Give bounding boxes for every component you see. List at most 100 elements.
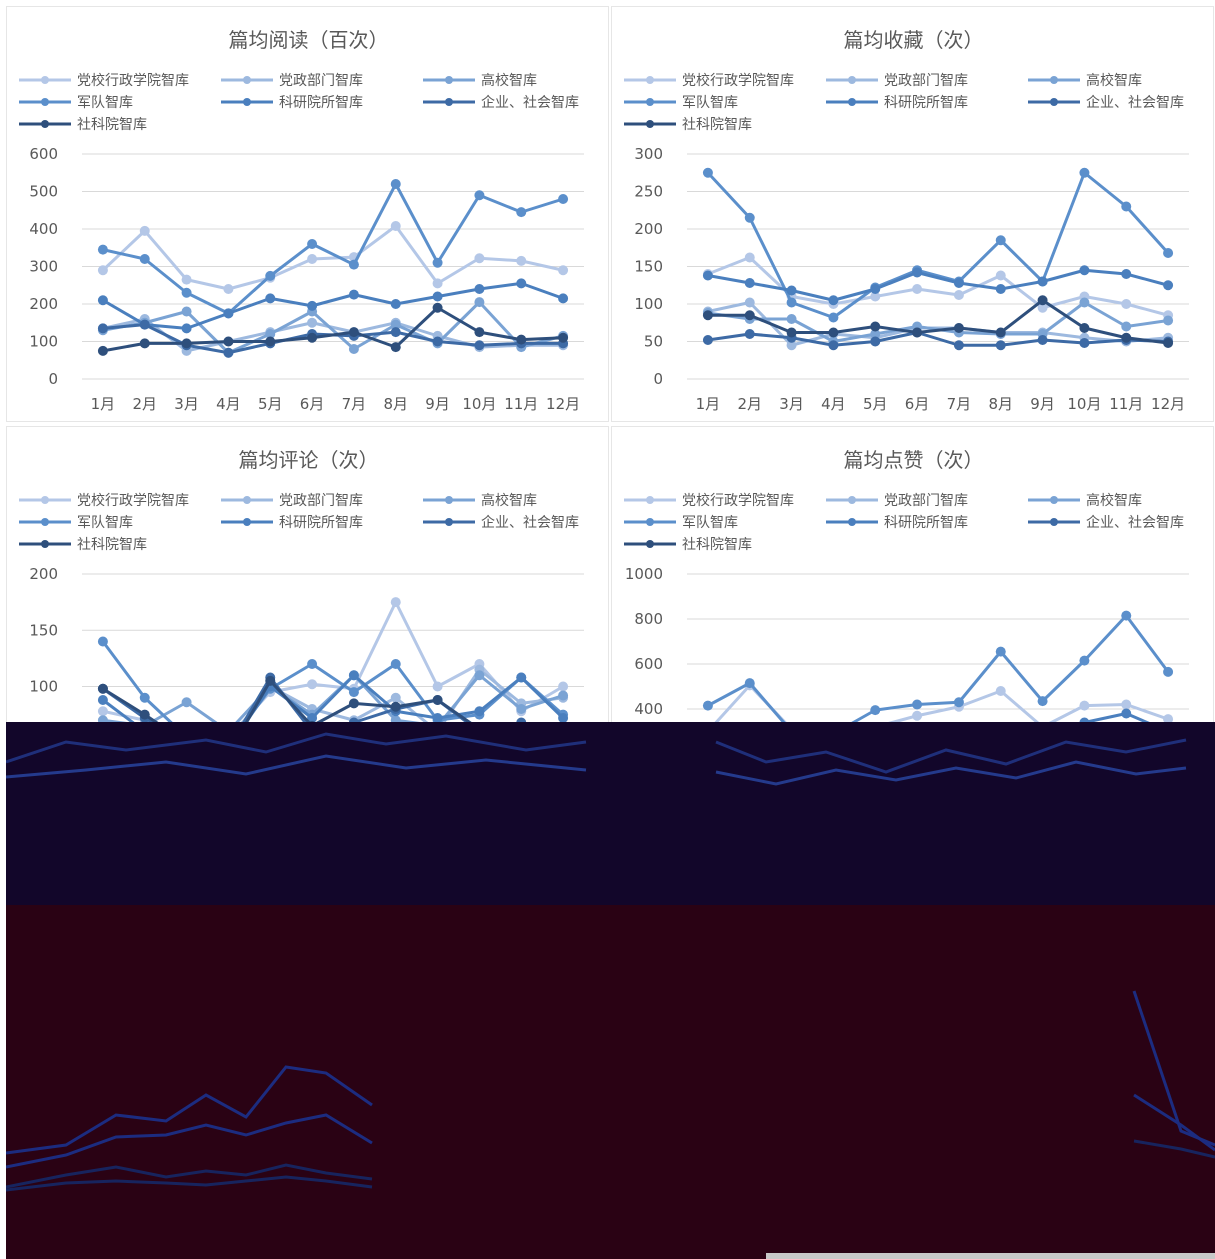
legend-label: 军队智库 — [682, 95, 738, 111]
series-line — [706, 171, 1170, 319]
legend-label: 社科院智库 — [77, 537, 147, 553]
series-line — [102, 306, 564, 353]
legend-label: 科研院所智库 — [884, 515, 968, 531]
data-point — [995, 686, 1006, 696]
data-point — [1121, 321, 1132, 332]
legend-marker — [848, 98, 856, 106]
data-point — [558, 713, 569, 723]
data-point — [1163, 280, 1174, 291]
legend-label: 社科院智库 — [682, 537, 752, 553]
data-point — [1121, 299, 1132, 309]
legend-marker — [646, 540, 654, 548]
data-point — [390, 597, 401, 608]
legend-marker — [1050, 76, 1058, 84]
legend-marker — [1050, 98, 1058, 106]
legend-marker — [41, 540, 49, 548]
data-point — [1163, 248, 1174, 258]
data-point — [223, 308, 234, 319]
data-point — [786, 297, 797, 308]
data-point — [828, 295, 839, 306]
data-point — [870, 705, 881, 716]
legend-marker — [1050, 496, 1058, 504]
data-point — [97, 706, 108, 717]
data-point — [870, 291, 881, 302]
data-point — [558, 690, 569, 701]
data-point — [786, 285, 797, 296]
data-point — [307, 254, 318, 264]
y-tick-label: 200 — [29, 295, 58, 313]
data-point — [307, 239, 318, 249]
data-point — [516, 704, 527, 714]
data-point — [390, 221, 401, 231]
data-point — [97, 323, 108, 334]
data-point — [1121, 708, 1132, 719]
data-point — [912, 699, 923, 710]
y-tick-label: 300 — [634, 145, 663, 163]
data-point — [139, 338, 150, 349]
x-tick-label: 1月 — [91, 395, 116, 413]
chart-title: 篇均评论（次） — [239, 448, 379, 472]
legend-item: 高校智库 — [1028, 492, 1142, 509]
legend-item: 军队智库 — [19, 95, 133, 111]
data-point — [432, 257, 443, 268]
data-point — [348, 327, 359, 338]
data-point — [307, 317, 318, 328]
data-point — [558, 681, 569, 692]
data-point — [702, 310, 713, 321]
data-point — [1037, 295, 1048, 306]
legend-item: 企业、社会智库 — [423, 94, 579, 111]
data-point — [390, 692, 401, 703]
data-point — [995, 284, 1006, 294]
data-point — [953, 278, 964, 288]
legend-item: 党政部门智库 — [826, 493, 968, 509]
legend-marker — [41, 76, 49, 84]
series-line — [707, 331, 1169, 347]
legend-label: 高校智库 — [481, 72, 537, 89]
legend-label: 企业、社会智库 — [481, 94, 579, 111]
data-point — [702, 335, 713, 345]
legend-label: 社科院智库 — [682, 117, 752, 133]
chart-title: 篇均点赞（次） — [844, 448, 984, 472]
x-tick-label: 10月 — [462, 395, 496, 413]
data-point — [702, 700, 713, 711]
x-tick-label: 6月 — [300, 395, 325, 413]
legend-marker — [646, 120, 654, 128]
data-point — [953, 290, 964, 300]
legend-label: 军队智库 — [682, 515, 738, 531]
data-point — [265, 329, 276, 339]
data-point — [744, 678, 755, 689]
data-point — [1079, 167, 1090, 178]
legend-label: 党校行政学院智库 — [682, 72, 794, 89]
data-point — [786, 314, 797, 324]
data-point — [432, 681, 443, 692]
legend-label: 党政部门智库 — [279, 73, 363, 89]
legend-marker — [848, 76, 856, 84]
legend-label: 高校智库 — [1086, 72, 1142, 89]
data-point — [474, 340, 485, 351]
data-point — [1121, 699, 1132, 710]
legend-label: 企业、社会智库 — [1086, 94, 1184, 111]
y-tick-label: 500 — [29, 183, 58, 201]
data-point — [1163, 315, 1174, 326]
legend-label: 党政部门智库 — [884, 493, 968, 509]
legend-item: 社科院智库 — [19, 117, 147, 133]
series-line — [102, 317, 564, 353]
data-point — [870, 321, 881, 332]
chart-panel-reads: 篇均阅读（百次） 党校行政学院智库 党政部门智库 高校智库 军队智库 科研院所智库 企业、社… — [6, 6, 609, 422]
x-tick-label: 10月 — [1067, 395, 1101, 413]
legend-label: 高校智库 — [481, 492, 537, 509]
data-point — [390, 659, 401, 669]
legend-label: 科研院所智库 — [279, 515, 363, 531]
legend-marker — [646, 98, 654, 106]
data-point — [1079, 323, 1090, 333]
legend-marker — [445, 518, 453, 526]
series-line — [101, 224, 564, 291]
chart-title: 篇均阅读（百次） — [229, 28, 389, 52]
y-tick-label: 0 — [48, 370, 58, 388]
data-point — [995, 327, 1006, 338]
data-point — [474, 297, 485, 308]
data-point — [139, 692, 150, 703]
data-point — [139, 225, 150, 236]
data-point — [786, 340, 797, 351]
